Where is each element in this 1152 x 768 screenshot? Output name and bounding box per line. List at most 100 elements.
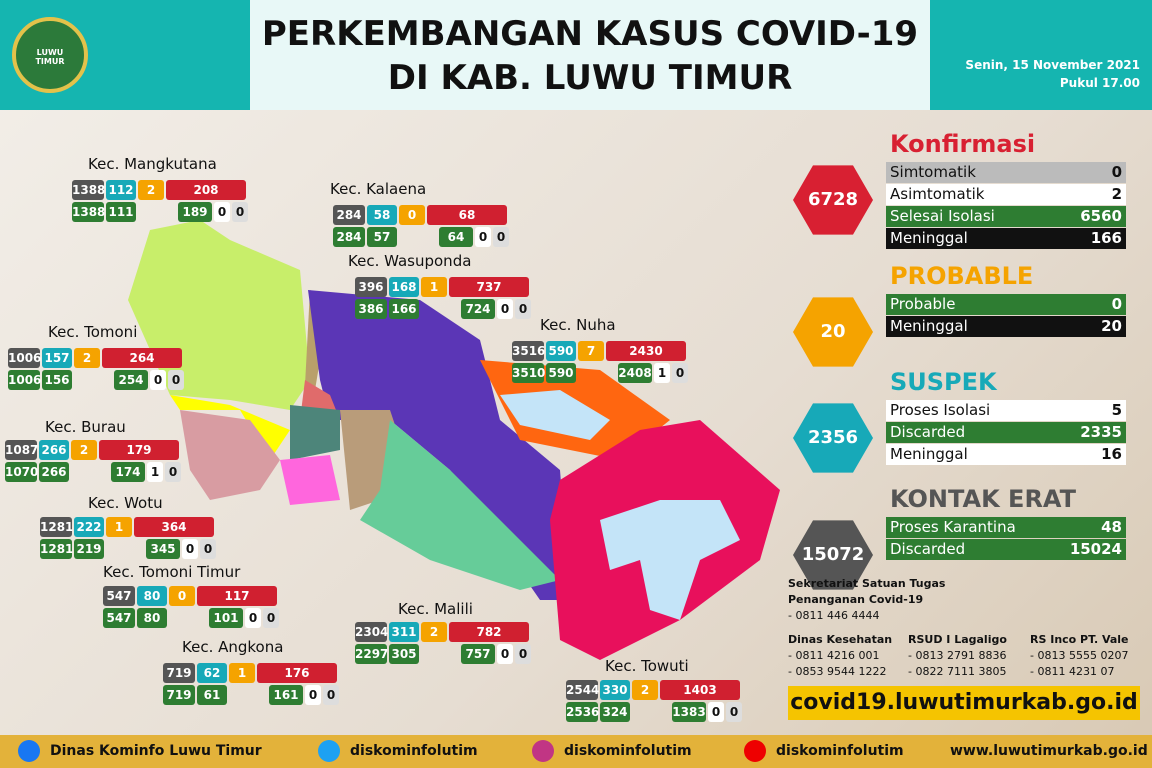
suspek-discarded: 324 [600, 702, 630, 722]
footer-text: Dinas Kominfo Luwu Timur [50, 743, 262, 759]
social-icon [318, 740, 340, 762]
detail: 0 [475, 227, 491, 247]
row-label: Discarded [890, 423, 966, 441]
suspek-discarded: 305 [389, 644, 419, 664]
title-line: PERKEMBANGAN KASUS COVID-19 [261, 14, 919, 54]
footer-band [0, 735, 1152, 768]
selesai: 2408 [618, 363, 652, 383]
region-wotu [290, 405, 340, 460]
detail: 0 [200, 539, 216, 559]
suspek: 590 [546, 341, 576, 361]
konfirmasi: 782 [449, 622, 529, 642]
row-value: 2 [1111, 185, 1122, 203]
probable: 1 [421, 277, 447, 297]
row-label: Selesai Isolasi [890, 207, 995, 225]
hexagon [793, 520, 873, 590]
footer-text: diskominfolutim [776, 743, 904, 759]
probable: 0 [169, 586, 195, 606]
detail: 0 [263, 608, 279, 628]
kontak-discarded: 1070 [5, 462, 38, 482]
konfirmasi: 1403 [660, 680, 740, 700]
kontak: 1006 [8, 348, 41, 368]
district-name: Kec. Angkona [182, 638, 284, 656]
row-value: 16 [1101, 445, 1122, 463]
district-name: Kec. Malili [398, 600, 473, 618]
suspek-discarded: 156 [42, 370, 72, 390]
hexagon [793, 403, 873, 473]
suspek: 58 [367, 205, 397, 225]
contact-line: Dinas Kesehatan [788, 633, 893, 646]
konfirmasi: 68 [427, 205, 507, 225]
summary-row [886, 422, 1126, 443]
kontak: 1087 [5, 440, 38, 460]
selesai: 724 [461, 299, 495, 319]
row-label: Discarded [890, 540, 966, 558]
kontak: 547 [103, 586, 135, 606]
konfirmasi: 2430 [606, 341, 686, 361]
kontak: 396 [355, 277, 387, 297]
region-tomoni-timur [170, 395, 290, 460]
detail: 0 [515, 299, 531, 319]
probable: 2 [71, 440, 97, 460]
contact-line: - 0813 2791 8836 [908, 649, 1007, 662]
kontak-discarded: 1388 [72, 202, 105, 222]
detail: 0 [150, 370, 166, 390]
kontak-discarded: 547 [103, 608, 135, 628]
contact-line: - 0811 4231 07 [1030, 665, 1115, 678]
contact-line: Penanganan Covid-19 [788, 593, 924, 606]
social-icon [744, 740, 766, 762]
suspek: 112 [106, 180, 136, 200]
title-panel [250, 0, 930, 110]
contact-line: - 0811 446 4444 [788, 609, 880, 622]
time: Pukul 17.00 [1059, 76, 1140, 90]
detail: 0 [515, 644, 531, 664]
konfirmasi: 264 [102, 348, 182, 368]
hexagon [793, 165, 873, 235]
kontak-discarded: 3510 [512, 363, 545, 383]
detail: 0 [168, 370, 184, 390]
detail: 0 [165, 462, 181, 482]
contact-line: - 0853 9544 1222 [788, 665, 887, 678]
kontak: 3516 [512, 341, 545, 361]
row-value: 2335 [1080, 423, 1122, 441]
summary-row [886, 162, 1126, 183]
kontak: 1281 [40, 517, 73, 537]
kontak: 284 [333, 205, 365, 225]
probable: 7 [578, 341, 604, 361]
summary-row [886, 184, 1126, 205]
row-label: Asimtomatik [890, 185, 985, 203]
contact-line: - 0813 5555 0207 [1030, 649, 1129, 662]
suspek-discarded: 166 [389, 299, 419, 319]
row-label: Proses Isolasi [890, 401, 991, 419]
section-title: PROBABLE [890, 262, 1034, 290]
konfirmasi: 176 [257, 663, 337, 683]
row-label: Meninggal [890, 317, 968, 335]
suspek-discarded: 590 [546, 363, 576, 383]
selesai: 1383 [672, 702, 706, 722]
footer-text: diskominfolutim [564, 743, 692, 759]
kontak: 719 [163, 663, 195, 683]
total: 15072 [801, 544, 865, 565]
summary-row [886, 206, 1126, 227]
row-label: Meninggal [890, 229, 968, 247]
region-wasuponda [308, 290, 570, 600]
social-icon [532, 740, 554, 762]
row-label: Probable [890, 295, 956, 313]
title-line: DI KAB. LUWU TIMUR [387, 58, 793, 98]
summary-row [886, 316, 1126, 337]
url: covid19.luwutimurkab.go.id [788, 686, 1140, 720]
selesai: 174 [111, 462, 145, 482]
row-value: 0 [1111, 295, 1122, 313]
district-name: Kec. Towuti [605, 657, 689, 675]
social-icon [18, 740, 40, 762]
probable: 2 [74, 348, 100, 368]
section-title: KONTAK ERAT [890, 485, 1076, 513]
summary-row [886, 517, 1126, 538]
district-name: Kec. Wasuponda [348, 252, 472, 270]
district-name: Kec. Wotu [88, 494, 163, 512]
hexagon [793, 297, 873, 367]
selesai: 64 [439, 227, 473, 247]
total: 2356 [807, 427, 859, 448]
summary-row [886, 444, 1126, 465]
